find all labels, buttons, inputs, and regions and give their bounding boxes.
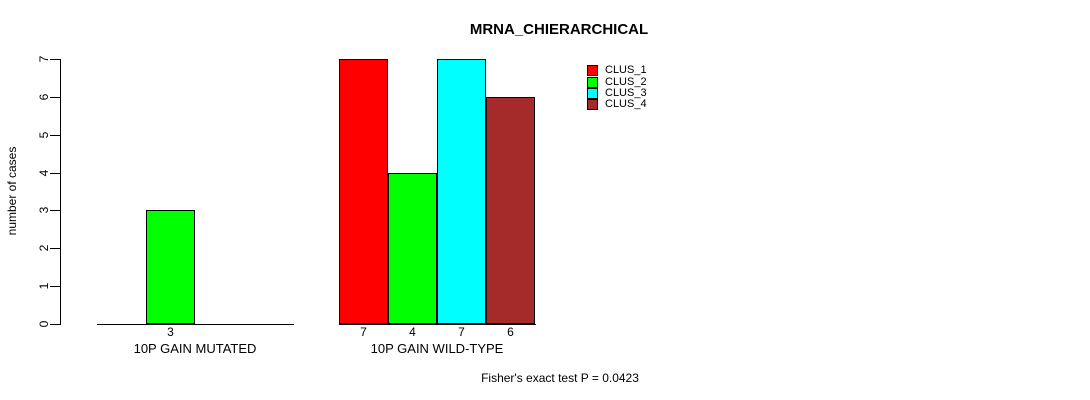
bar-value-label: 3 [167, 325, 174, 339]
bar-value-label: 7 [458, 325, 465, 339]
bar-clus_3-group2 [437, 59, 486, 324]
bar-clus_2-group2 [388, 173, 437, 324]
y-tick-label: 4 [37, 169, 51, 177]
bar-clus_2-group1 [146, 210, 195, 324]
legend-swatch-clus-2 [587, 76, 598, 88]
legend-label-clus-3: CLUS_3 [605, 86, 647, 99]
y-tick [50, 324, 60, 325]
y-tick [50, 248, 60, 249]
bar-value-label: 7 [360, 325, 367, 339]
bar-clus_4-group2 [486, 97, 535, 324]
fisher-test-annotation: Fisher's exact test P = 0.0423 [481, 371, 639, 385]
y-tick [50, 173, 60, 174]
y-tick [50, 286, 60, 287]
y-tick-label: 3 [37, 206, 51, 214]
legend-row-clus-4: CLUS_4 [587, 98, 647, 111]
bar-value-label: 4 [409, 325, 416, 339]
legend-row-clus-1: CLUS_1 [587, 64, 647, 77]
y-tick [50, 135, 60, 136]
y-tick-label: 1 [37, 282, 51, 290]
legend-row-clus-2: CLUS_2 [587, 75, 647, 88]
chart-title: MRNA_CHIERARCHICAL [469, 21, 649, 38]
y-tick [50, 59, 60, 60]
bar-clus_1-group2 [339, 59, 388, 324]
x-axis-label-mutated: 10P GAIN MUTATED [133, 341, 257, 356]
x-axis-line-mutated [97, 324, 294, 325]
y-tick [50, 97, 60, 98]
legend-label-clus-1: CLUS_1 [605, 64, 647, 77]
legend-row-clus-3: CLUS_3 [587, 86, 647, 99]
y-tick-label: 7 [37, 55, 51, 63]
y-axis-line [60, 59, 61, 325]
legend: CLUS_1 CLUS_2 CLUS_3 CLUS_4 [587, 65, 647, 111]
legend-swatch-clus-1 [587, 65, 598, 77]
y-tick-label: 2 [37, 244, 51, 252]
legend-swatch-clus-4 [587, 99, 598, 111]
x-axis-line-wildtype [339, 324, 536, 325]
y-tick [50, 210, 60, 211]
y-tick-label: 5 [37, 131, 51, 139]
bar-value-label: 6 [507, 325, 514, 339]
legend-swatch-clus-3 [587, 87, 598, 99]
y-tick-label: 0 [37, 320, 51, 328]
y-axis-title: number of cases [5, 146, 19, 236]
legend-label-clus-4: CLUS_4 [605, 98, 647, 111]
y-tick-label: 6 [37, 93, 51, 101]
legend-label-clus-2: CLUS_2 [605, 75, 647, 88]
x-axis-label-wildtype: 10P GAIN WILD-TYPE [370, 341, 504, 356]
